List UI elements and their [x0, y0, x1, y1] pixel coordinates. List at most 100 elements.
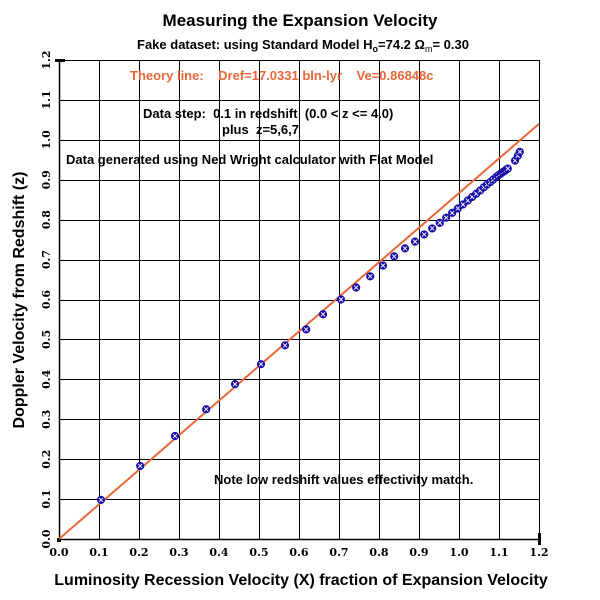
x-tick-label: 1.1 [489, 546, 508, 559]
data-point-cross [303, 327, 309, 332]
y-tick-label: 0.7 [40, 250, 53, 269]
data-point [366, 272, 375, 281]
subtitle-h-sub: o [373, 44, 379, 54]
y-tick-label: 0.6 [40, 290, 53, 309]
subtitle-h-value: =74.2 [378, 37, 415, 52]
generated-annotation: Data generated using Ned Wright calculat… [66, 152, 433, 167]
x-axis-label: Luminosity Recession Velocity (X) fracti… [54, 572, 548, 589]
data-point-cross [412, 239, 418, 244]
data-points-series [96, 147, 524, 504]
y-tick-label: 0.5 [40, 330, 53, 349]
data-point [280, 341, 290, 350]
data-point [318, 310, 328, 319]
data-point-cross [137, 463, 143, 469]
data-point [256, 360, 266, 369]
data-point [458, 200, 468, 209]
data-point-cross [429, 226, 435, 231]
data-point-cross [460, 202, 466, 207]
low-redshift-annotation: Note low redshift values effectivity mat… [214, 472, 473, 487]
x-tick-label: 0.4 [209, 546, 228, 559]
y-tick-label: 0.2 [40, 450, 53, 469]
x-tick-label: 0.3 [169, 546, 188, 559]
x-tick-label: 0.9 [409, 546, 428, 559]
data-point [442, 213, 451, 222]
y-axis-label: Doppler Velocity from Redshift (z) [11, 172, 28, 429]
y-tick-label: 1.1 [40, 90, 53, 109]
data-point [435, 218, 444, 227]
data-point [170, 431, 180, 441]
data-point [336, 295, 346, 304]
subtitle-omega-value: = 0.30 [432, 37, 469, 52]
x-tick-label: 1.2 [529, 546, 548, 559]
y-axis-end-marker [55, 59, 65, 62]
grid [59, 60, 540, 540]
theory-annotation: Theory line: Dref=17.0331 bln-lyr Ve=0.8… [130, 68, 434, 83]
data-point-cross [437, 220, 443, 226]
data-point-cross [449, 210, 455, 216]
y-tick-label: 0.1 [40, 490, 53, 509]
x-tick-label: 0.7 [329, 546, 348, 559]
data-point-cross [172, 433, 178, 439]
data-point-cross [402, 246, 408, 251]
y-tick-label: 0.8 [40, 210, 53, 229]
data-point-cross [391, 254, 397, 259]
y-tick-label: 0.0 [40, 529, 53, 548]
data-point-cross [232, 381, 238, 387]
data-point-cross [338, 297, 344, 302]
y-tick-labels: 0.0 0.1 0.2 0.3 0.4 0.5 0.6 0.7 0.8 0.9 1.0 1.1 1.2 [40, 50, 53, 548]
data-point [378, 261, 388, 270]
y-tick-label: 0.4 [40, 369, 53, 388]
data-point-cross [443, 215, 449, 220]
data-point-cross [203, 406, 209, 412]
data-point-cross [380, 263, 386, 268]
x-axis-end-marker [538, 533, 541, 545]
data-point-cross [258, 361, 264, 367]
data-point-cross [367, 274, 373, 279]
data-point-cross [455, 206, 461, 211]
data-point-cross [320, 311, 326, 317]
data-step-annotation: Data step: 0.1 in redshift (0.0 < z <= 4… [143, 106, 393, 121]
data-point [230, 380, 240, 389]
chart-title: Measuring the Expansion Velocity [163, 11, 438, 30]
x-tick-labels: 0.0 0.1 0.2 0.3 0.4 0.5 0.6 0.7 0.8 0.9 1.0 1.1 1.2 [49, 546, 548, 559]
origin-marker [57, 538, 61, 542]
data-point [420, 230, 429, 239]
x-tick-label: 0.6 [289, 546, 308, 559]
x-tick-label: 1.0 [449, 546, 468, 559]
data-point [202, 405, 211, 414]
data-point [302, 325, 311, 334]
data-point [503, 164, 512, 173]
subtitle-omega-sub: m [425, 44, 433, 54]
y-tick-label: 1.2 [40, 50, 53, 69]
data-point-cross [282, 343, 288, 348]
data-point [96, 495, 106, 504]
x-tick-label: 0.8 [369, 546, 388, 559]
data-point-cross [98, 497, 104, 503]
axes [55, 59, 541, 545]
y-tick-label: 0.9 [40, 170, 53, 189]
y-tick-label: 0.3 [40, 410, 53, 429]
subtitle-omega: Ω [415, 37, 425, 52]
data-point [515, 147, 524, 156]
data-point [390, 252, 399, 261]
data-point [428, 224, 437, 233]
data-point [448, 208, 457, 217]
x-tick-label: 0.1 [89, 546, 108, 559]
x-tick-label: 0.2 [129, 546, 148, 559]
data-point-cross [353, 285, 359, 290]
x-tick-label: 0.5 [249, 546, 268, 559]
data-step-annotation-2: plus z=5,6,7 [222, 122, 299, 137]
data-point [136, 461, 145, 471]
y-tick-label: 1.0 [40, 130, 53, 149]
data-point [410, 237, 420, 246]
x-tick-label: 0.0 [49, 546, 68, 559]
annotation-group: Theory line: Dref=17.0331 bln-lyr Ve=0.8… [66, 68, 473, 487]
data-point-cross [517, 149, 523, 155]
data-point [400, 244, 410, 253]
subtitle-prefix: Fake dataset: using Standard Model H [137, 37, 373, 52]
data-point-cross [505, 166, 511, 171]
data-point-cross [421, 232, 427, 237]
data-point [352, 283, 361, 292]
chart-subtitle: Fake dataset: using Standard Model Ho=74… [137, 37, 469, 54]
